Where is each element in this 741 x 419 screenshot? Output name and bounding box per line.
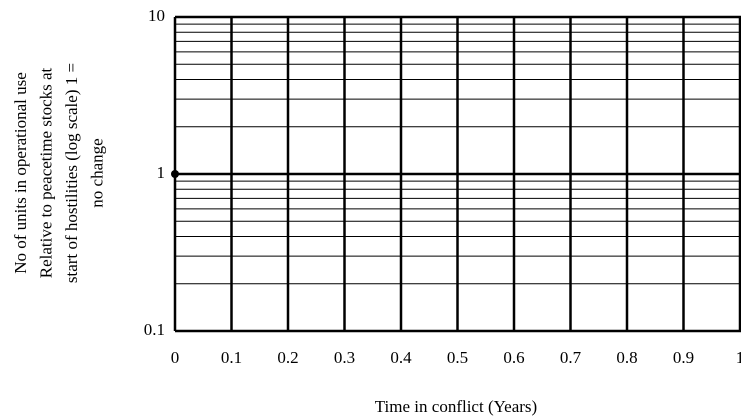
x-tick-label: 0.3 — [334, 348, 355, 367]
x-tick-label: 0.8 — [616, 348, 637, 367]
y-axis-label: start of hostilities (log scale) 1 = — [62, 63, 81, 283]
y-axis-label: Relative to peacetime stocks at — [36, 67, 55, 278]
y-tick-label: 0.1 — [144, 320, 165, 339]
y-axis-label: no change — [87, 138, 106, 207]
x-tick-label: 0 — [171, 348, 180, 367]
x-tick-label: 0.2 — [277, 348, 298, 367]
x-tick-label: 0.4 — [390, 348, 412, 367]
x-tick-label: 0.7 — [560, 348, 582, 367]
x-tick-label: 0.5 — [447, 348, 468, 367]
y-tick-label: 10 — [148, 6, 165, 25]
x-axis-label: Time in conflict (Years) — [375, 397, 537, 416]
y-axis-label: No of units in operational use — [11, 72, 30, 274]
x-tick-label: 0.9 — [673, 348, 694, 367]
x-tick-label: 0.6 — [503, 348, 524, 367]
y-tick-label: 1 — [157, 163, 166, 182]
point — [171, 170, 179, 178]
x-tick-label: 0.1 — [221, 348, 242, 367]
x-tick-label: 1 — [736, 348, 741, 367]
